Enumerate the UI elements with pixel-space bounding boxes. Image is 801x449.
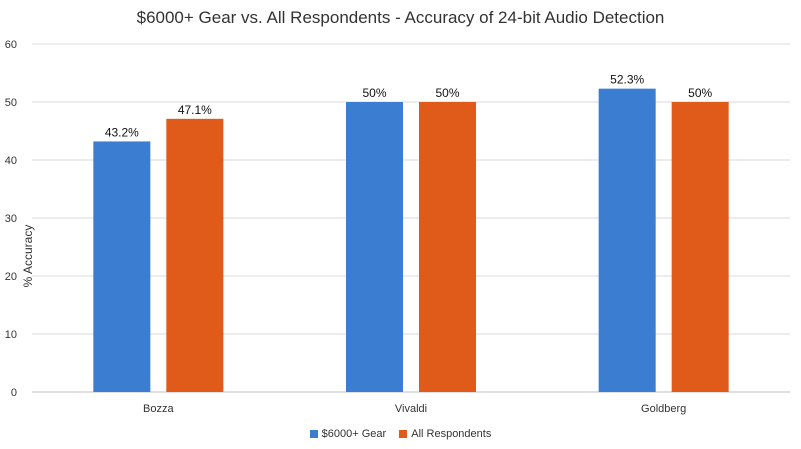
y-tick-label-10: 10 bbox=[5, 329, 17, 341]
y-tick-label-40: 40 bbox=[5, 155, 17, 167]
data-label-bozza-series-2: 47.1% bbox=[178, 103, 212, 117]
y-tick-label-20: 20 bbox=[5, 271, 17, 283]
y-tick-label-30: 30 bbox=[5, 213, 17, 225]
legend-item-series-1: $6000+ Gear bbox=[309, 428, 387, 440]
x-tick-label-goldberg: Goldberg bbox=[641, 403, 686, 415]
bar-goldberg-series-1 bbox=[598, 88, 656, 392]
x-tick-label-bozza: Bozza bbox=[143, 403, 174, 415]
legend-swatch-series-2 bbox=[399, 430, 408, 438]
chart-title: $6000+ Gear vs. All Respondents - Accura… bbox=[136, 8, 665, 27]
chart-legend: $6000+ Gear All Respondents bbox=[0, 428, 801, 441]
y-axis-title: % Accuracy bbox=[21, 225, 35, 288]
legend-item-series-2: All Respondents bbox=[399, 428, 491, 440]
legend-label-series-2: All Respondents bbox=[411, 428, 492, 440]
bar-vivaldi-series-2 bbox=[419, 102, 476, 392]
legend-label-series-1: $6000+ Gear bbox=[321, 428, 387, 440]
x-tick-label-vivaldi: Vivaldi bbox=[395, 403, 427, 415]
bar-vivaldi-series-1 bbox=[346, 102, 403, 392]
bar-bozza-series-2 bbox=[166, 118, 224, 392]
bar-goldberg-series-2 bbox=[671, 102, 729, 392]
data-label-vivaldi-series-2: 50% bbox=[435, 86, 459, 100]
bar-bozza-series-1 bbox=[93, 141, 151, 392]
data-label-vivaldi-series-1: 50% bbox=[362, 86, 386, 100]
data-label-goldberg-series-2: 50% bbox=[688, 86, 712, 100]
data-label-bozza-series-1: 43.2% bbox=[105, 125, 139, 139]
y-tick-label-60: 60 bbox=[5, 39, 17, 51]
data-label-goldberg-series-1: 52.3% bbox=[610, 73, 644, 87]
y-tick-label-50: 50 bbox=[5, 97, 17, 109]
legend-swatch-series-1 bbox=[309, 430, 318, 438]
y-tick-label-0: 0 bbox=[11, 387, 17, 399]
